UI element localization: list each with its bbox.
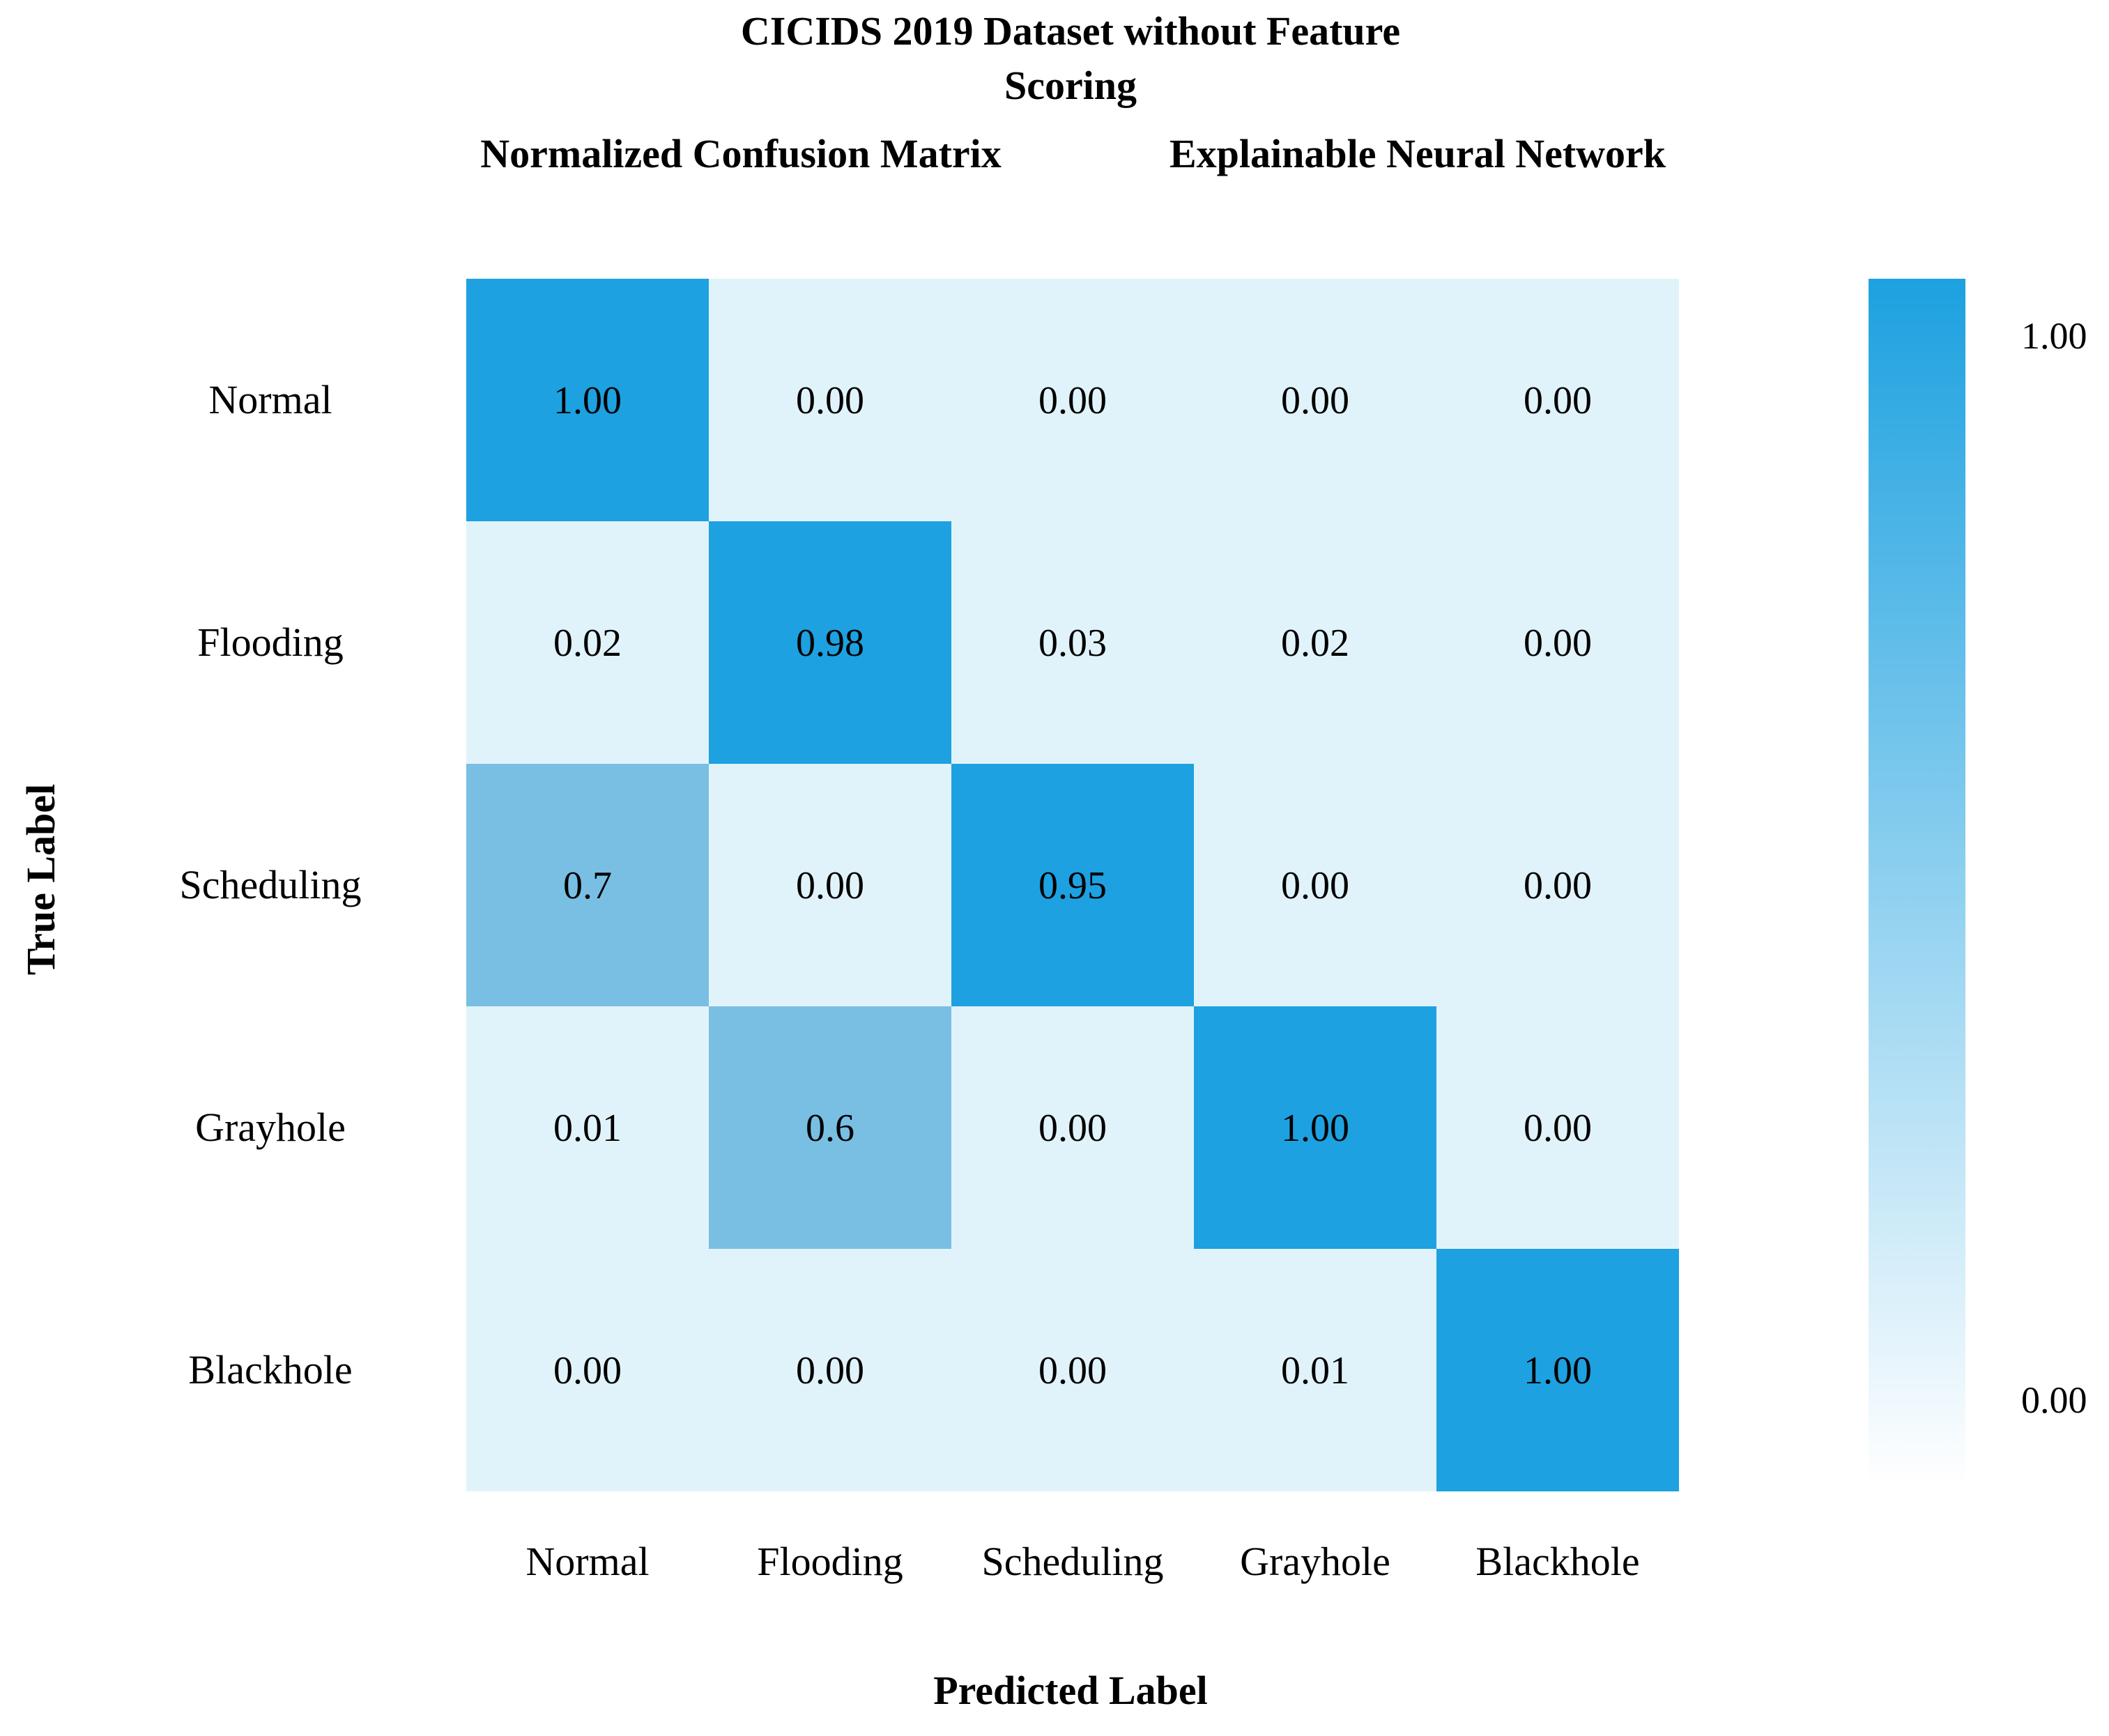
colorbar-tick-min: 0.00 — [2021, 1379, 2087, 1421]
cell-value-r1-c4: 0.00 — [1524, 622, 1592, 665]
y-axis-label: True Label — [18, 784, 63, 975]
x-tick-label-grayhole: Grayhole — [1240, 1539, 1390, 1584]
cell-value-r0-c3: 0.00 — [1281, 379, 1349, 422]
y-tick-labels: Normal Flooding Scheduling Grayhole Blackhol… — [180, 377, 362, 1392]
y-tick-label-blackhole: Blackhole — [188, 1347, 352, 1392]
cell-value-r4-c2: 0.00 — [1038, 1349, 1107, 1392]
cell-value-r1-c0: 0.02 — [553, 622, 622, 665]
cell-value-r4-c3: 0.01 — [1281, 1349, 1349, 1392]
x-tick-label-blackhole: Blackhole — [1475, 1539, 1639, 1584]
heatmap-cell-r3-c1 — [709, 1006, 951, 1249]
heatmap-cell-r1-c1 — [709, 521, 951, 764]
heatmap-cell-r0-c1 — [709, 279, 951, 521]
cell-value-r1-c2: 0.03 — [1038, 622, 1107, 665]
heatmap-cell-r3-c2 — [951, 1006, 1194, 1249]
x-tick-label-flooding: Flooding — [757, 1539, 903, 1584]
cell-value-r2-c0: 0.7 — [563, 864, 612, 907]
heatmap-cell-r0-c2 — [951, 279, 1194, 521]
cell-value-r4-c4: 1.00 — [1524, 1349, 1592, 1392]
heatmap-cell-r0-c4 — [1436, 279, 1679, 521]
cell-value-r1-c1: 0.98 — [796, 622, 864, 665]
heatmap-cell-r1-c4 — [1436, 521, 1679, 764]
cell-value-r0-c0: 1.00 — [553, 379, 622, 422]
cell-value-r2-c2: 0.95 — [1038, 864, 1107, 907]
cell-value-r0-c1: 0.00 — [796, 379, 864, 422]
x-tick-labels: Normal Flooding Scheduling Grayhole Blackhol… — [526, 1539, 1639, 1584]
heatmap-cell-r2-c2 — [951, 764, 1194, 1006]
x-tick-label-normal: Normal — [526, 1539, 649, 1584]
cell-value-r4-c0: 0.00 — [553, 1349, 622, 1392]
cell-value-r0-c2: 0.00 — [1038, 379, 1107, 422]
x-tick-label-scheduling: Scheduling — [982, 1539, 1164, 1584]
cell-value-r3-c2: 0.00 — [1038, 1107, 1107, 1150]
heatmap-cell-r4-c1 — [709, 1249, 951, 1491]
cell-value-r3-c1: 0.6 — [806, 1107, 854, 1150]
chart-title-line-1: CICIDS 2019 Dataset without Feature — [741, 8, 1400, 54]
heatmap-cell-r1-c2 — [951, 521, 1194, 764]
heatmap-cell-r4-c3 — [1194, 1249, 1436, 1491]
heatmap-cell-r3-c0 — [466, 1006, 709, 1249]
subtitle-confusion-matrix: Normalized Confusion Matrix — [480, 131, 1002, 176]
cell-value-r1-c3: 0.02 — [1281, 622, 1349, 665]
heatmap-cell-r2-c0 — [466, 764, 709, 1006]
cell-value-r3-c3: 1.00 — [1281, 1107, 1349, 1150]
colorbar — [1869, 279, 1965, 1487]
heatmap-cells: 1.00 0.00 0.00 0.00 0.00 0.02 0.98 0.03 0.02 0.00… — [466, 279, 1679, 1491]
y-tick-label-flooding: Flooding — [197, 620, 344, 665]
cell-value-r3-c0: 0.01 — [553, 1107, 622, 1150]
y-tick-label-grayhole: Grayhole — [195, 1105, 346, 1150]
heatmap-cell-r0-c3 — [1194, 279, 1436, 521]
heatmap-cell-r3-c4 — [1436, 1006, 1679, 1249]
cell-value-r0-c4: 0.00 — [1524, 379, 1592, 422]
heatmap-cell-r1-c0 — [466, 521, 709, 764]
cell-value-r4-c1: 0.00 — [796, 1349, 864, 1392]
heatmap-cell-r1-c3 — [1194, 521, 1436, 764]
heatmap-cell-r4-c4 — [1436, 1249, 1679, 1491]
heatmap-cell-r4-c2 — [951, 1249, 1194, 1491]
heatmap-cell-r3-c3 — [1194, 1006, 1436, 1249]
heatmap-cell-r4-c0 — [466, 1249, 709, 1491]
heatmap-cell-r2-c4 — [1436, 764, 1679, 1006]
cell-value-r3-c4: 0.00 — [1524, 1107, 1592, 1150]
cell-value-r2-c3: 0.00 — [1281, 864, 1349, 907]
heatmap-cell-r0-c0 — [466, 279, 709, 521]
heatmap-cell-r2-c1 — [709, 764, 951, 1006]
subtitle-model-name: Explainable Neural Network — [1169, 131, 1666, 176]
chart-title-line-2: Scoring — [1004, 63, 1137, 108]
cell-value-r2-c4: 0.00 — [1524, 864, 1592, 907]
y-tick-label-normal: Normal — [208, 377, 332, 422]
x-axis-label: Predicted Label — [933, 1668, 1208, 1713]
heatmap-cell-r2-c3 — [1194, 764, 1436, 1006]
y-tick-label-scheduling: Scheduling — [180, 862, 362, 907]
cell-value-r2-c1: 0.00 — [796, 864, 864, 907]
colorbar-tick-max: 1.00 — [2021, 315, 2087, 357]
